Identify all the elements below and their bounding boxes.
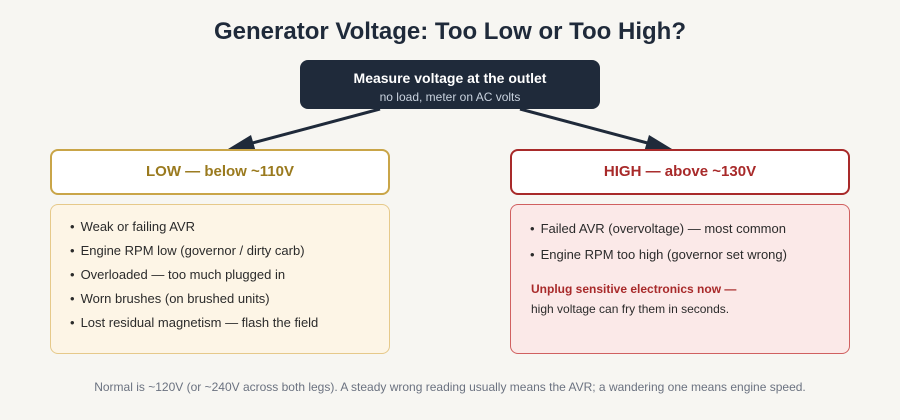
bullet-icon: • bbox=[70, 219, 75, 234]
warning-text: high voltage can fry them in seconds. bbox=[531, 302, 730, 316]
low-voltage-heading: LOW — below ~110V bbox=[50, 149, 390, 195]
list-item: • Overloaded — too much plugged in bbox=[70, 267, 286, 282]
low-causes-list: • Weak or failing AVR • Engine RPM low (go… bbox=[51, 205, 389, 339]
measure-voltage-sublabel: no load, meter on AC volts bbox=[379, 90, 521, 104]
bullet-icon: • bbox=[70, 291, 75, 306]
arrow-to-high bbox=[519, 107, 656, 147]
list-item: • Weak or failing AVR bbox=[70, 219, 195, 234]
bullet-icon: • bbox=[70, 315, 75, 330]
bullet-icon: • bbox=[530, 247, 535, 262]
arrow-to-low-head bbox=[228, 135, 256, 152]
warning-title: Unplug sensitive electronics now — bbox=[531, 282, 737, 296]
measure-voltage-label: Measure voltage at the outlet bbox=[353, 70, 547, 86]
list-item: • Failed AVR (overvoltage) — most common bbox=[530, 221, 786, 236]
high-causes-panel: • Failed AVR (overvoltage) — most common … bbox=[510, 204, 850, 354]
list-item: • Engine RPM low (governor / dirty carb) bbox=[70, 243, 305, 258]
diagram-title: Generator Voltage: Too Low or Too High? bbox=[214, 18, 686, 45]
list-item: • Worn brushes (on brushed units) bbox=[70, 291, 270, 306]
bullet-icon: • bbox=[70, 267, 75, 282]
bullet-icon: • bbox=[70, 243, 75, 258]
footer-note: Normal is ~120V (or ~240V across both le… bbox=[94, 380, 806, 394]
bullet-icon: • bbox=[530, 221, 535, 236]
high-causes-list: • Failed AVR (overvoltage) — most common … bbox=[511, 205, 849, 273]
arrow-to-low bbox=[244, 107, 381, 147]
unplug-warning: Unplug sensitive electronics now — high … bbox=[531, 281, 841, 317]
list-item: • Engine RPM too high (governor set wrong… bbox=[530, 247, 787, 262]
measure-voltage-node: Measure voltage at the outlet no load, m… bbox=[300, 60, 600, 109]
high-voltage-heading: HIGH — above ~130V bbox=[510, 149, 850, 195]
list-item: • Lost residual magnetism — flash the fie… bbox=[70, 315, 319, 330]
arrow-to-high-head bbox=[644, 135, 672, 152]
low-causes-panel: • Weak or failing AVR • Engine RPM low (go… bbox=[50, 204, 390, 354]
